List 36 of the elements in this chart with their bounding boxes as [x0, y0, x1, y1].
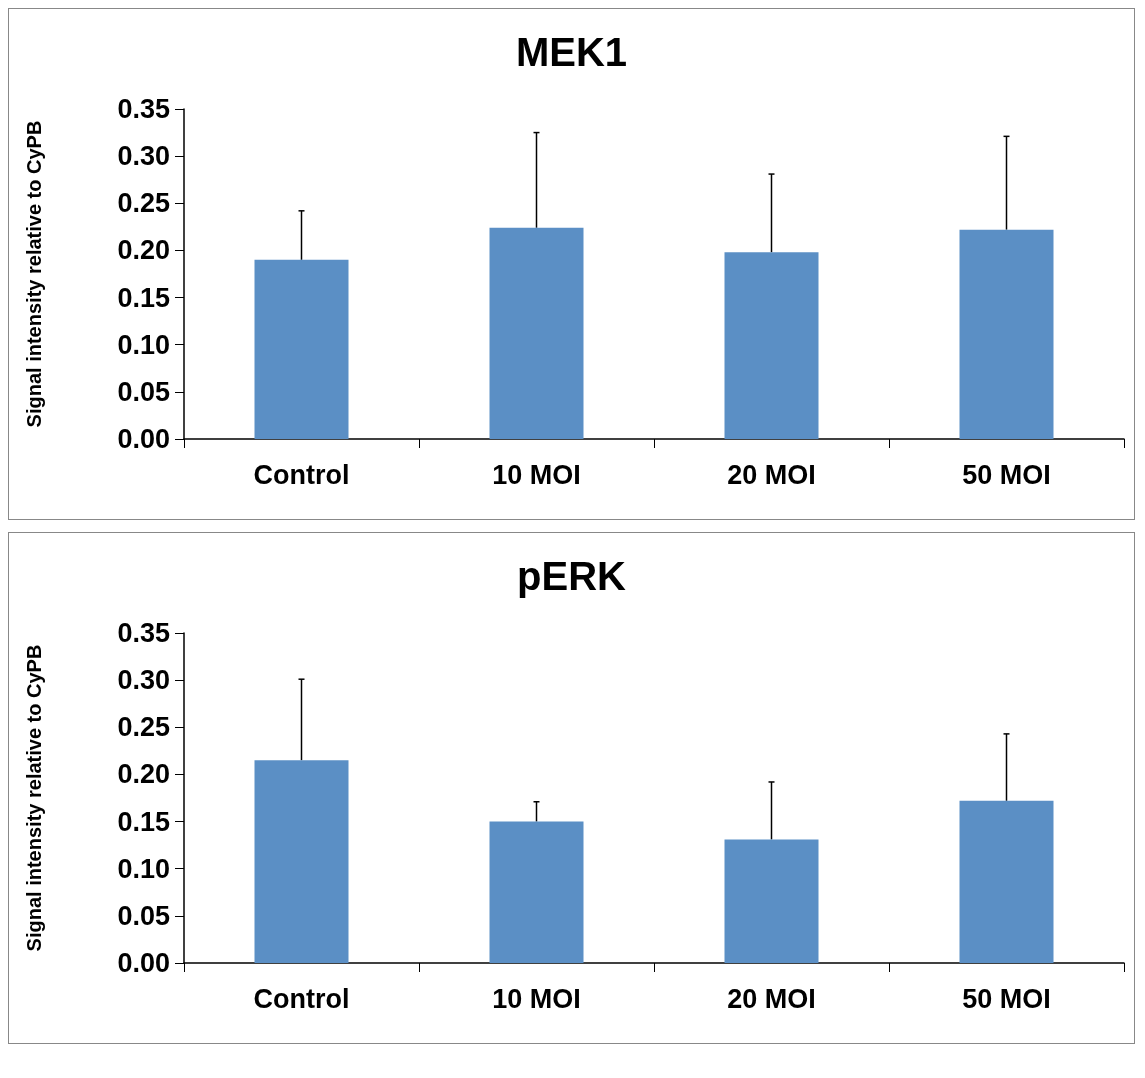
x-tick-label: 20 MOI	[727, 983, 816, 1014]
y-tick-label: 0.25	[117, 712, 170, 743]
y-tick-label: 0.05	[117, 900, 170, 931]
x-tick-label: Control	[253, 983, 350, 1014]
x-tick-label: 50 MOI	[962, 459, 1051, 490]
chart-title: pERK	[517, 554, 627, 598]
x-tick-label: 50 MOI	[962, 983, 1051, 1014]
bar	[724, 252, 819, 439]
bar	[489, 227, 584, 439]
bar	[489, 821, 584, 963]
y-axis-title: Signal intensity relative to CyPB	[23, 644, 45, 952]
y-tick-label: 0.35	[117, 94, 170, 124]
x-tick-label: 20 MOI	[727, 459, 816, 490]
y-tick-label: 0.30	[117, 665, 170, 696]
bar	[959, 800, 1054, 963]
x-tick-label: 10 MOI	[492, 459, 581, 490]
y-tick-label: 0.10	[117, 329, 170, 360]
y-tick-label: 0.15	[117, 806, 170, 837]
y-tick-label: 0.35	[117, 618, 170, 648]
y-tick-label: 0.00	[117, 948, 170, 978]
y-tick-label: 0.05	[117, 376, 170, 407]
y-tick-label: 0.25	[117, 188, 170, 219]
chart-title: MEK1	[515, 30, 628, 74]
x-tick-label: Control	[253, 459, 350, 490]
bar	[254, 259, 349, 439]
y-tick-label: 0.10	[117, 853, 170, 884]
y-tick-label: 0.00	[117, 424, 170, 454]
y-axis-title: Signal intensity relative to CyPB	[23, 120, 45, 428]
x-tick-label: 10 MOI	[492, 983, 581, 1014]
y-tick-label: 0.15	[117, 282, 170, 313]
bar	[254, 760, 349, 963]
y-tick-label: 0.20	[117, 235, 170, 266]
bar	[724, 839, 819, 963]
y-tick-label: 0.20	[117, 759, 170, 790]
bar	[959, 229, 1054, 439]
y-tick-label: 0.30	[117, 141, 170, 172]
